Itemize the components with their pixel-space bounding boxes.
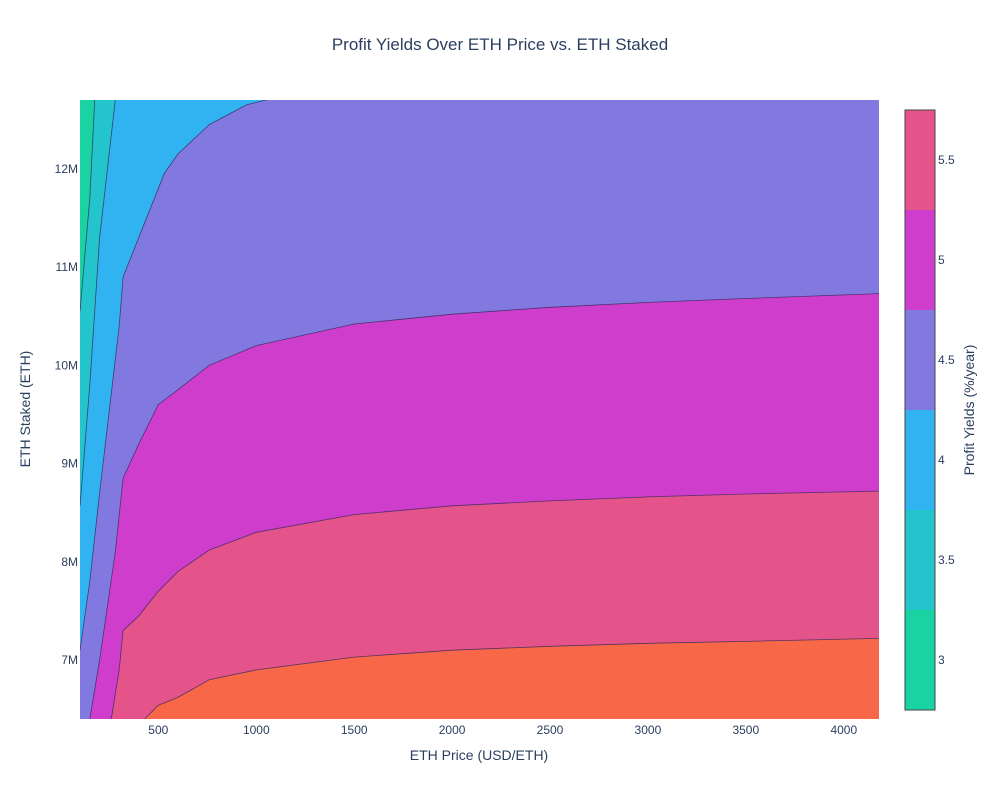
plot-area[interactable] [75,95,884,724]
y-tick-label: 12M [55,162,78,176]
y-tick-label: 7M [61,653,78,667]
x-tick-label: 3500 [732,723,759,737]
x-tick-label: 2000 [439,723,466,737]
x-tick-label: 4000 [830,723,857,737]
contour-line-1 [80,100,96,312]
y-tick-label: 8M [61,555,78,569]
x-axis-ticks: 500 1000 1500 2000 2500 3000 3500 4000 [148,723,857,737]
contour-line-5 [110,490,879,719]
x-tick-label: 1500 [341,723,368,737]
contour-line-4 [89,293,879,719]
colorbar-tick-label: 3.5 [938,553,955,567]
y-tick-label: 11M [56,260,78,274]
x-tick-label: 3000 [635,723,662,737]
colorbar-band-4 [905,210,935,310]
colorbar-band-5 [905,110,935,210]
y-axis-ticks: 7M 8M 9M 10M 11M 12M [55,162,78,667]
contour-region-6 [144,638,879,719]
colorbar-tick-label: 4 [938,453,945,467]
chart-title: Profit Yields Over ETH Price vs. ETH Sta… [332,35,668,54]
x-tick-label: 2500 [537,723,564,737]
y-axis-title: ETH Staked (ETH) [17,351,33,468]
colorbar-tick-label: 3 [938,653,945,667]
colorbar [904,109,936,711]
y-tick-label: 9M [61,457,78,471]
colorbar-band-0 [905,610,935,710]
contour-line-6 [144,638,879,719]
colorbar-outline [904,109,936,711]
colorbar-ticks: 3 3.5 4 4.5 5 5.5 [938,153,955,667]
colorbar-tick-label: 4.5 [938,353,955,367]
y-tick-label: 10M [55,358,78,372]
x-tick-label: 500 [148,723,168,737]
colorbar-band-3 [905,310,935,410]
colorbar-band-1 [905,510,935,610]
contour-line-3 [80,100,267,651]
contour-line-2 [80,100,116,506]
colorbar-title: Profit Yields (%/year) [961,345,977,476]
colorbar-tick-label: 5.5 [938,153,955,167]
colorbar-tick-label: 5 [938,253,945,267]
x-tick-label: 1000 [243,723,270,737]
x-axis-title: ETH Price (USD/ETH) [410,747,548,763]
colorbar-band-2 [905,410,935,510]
